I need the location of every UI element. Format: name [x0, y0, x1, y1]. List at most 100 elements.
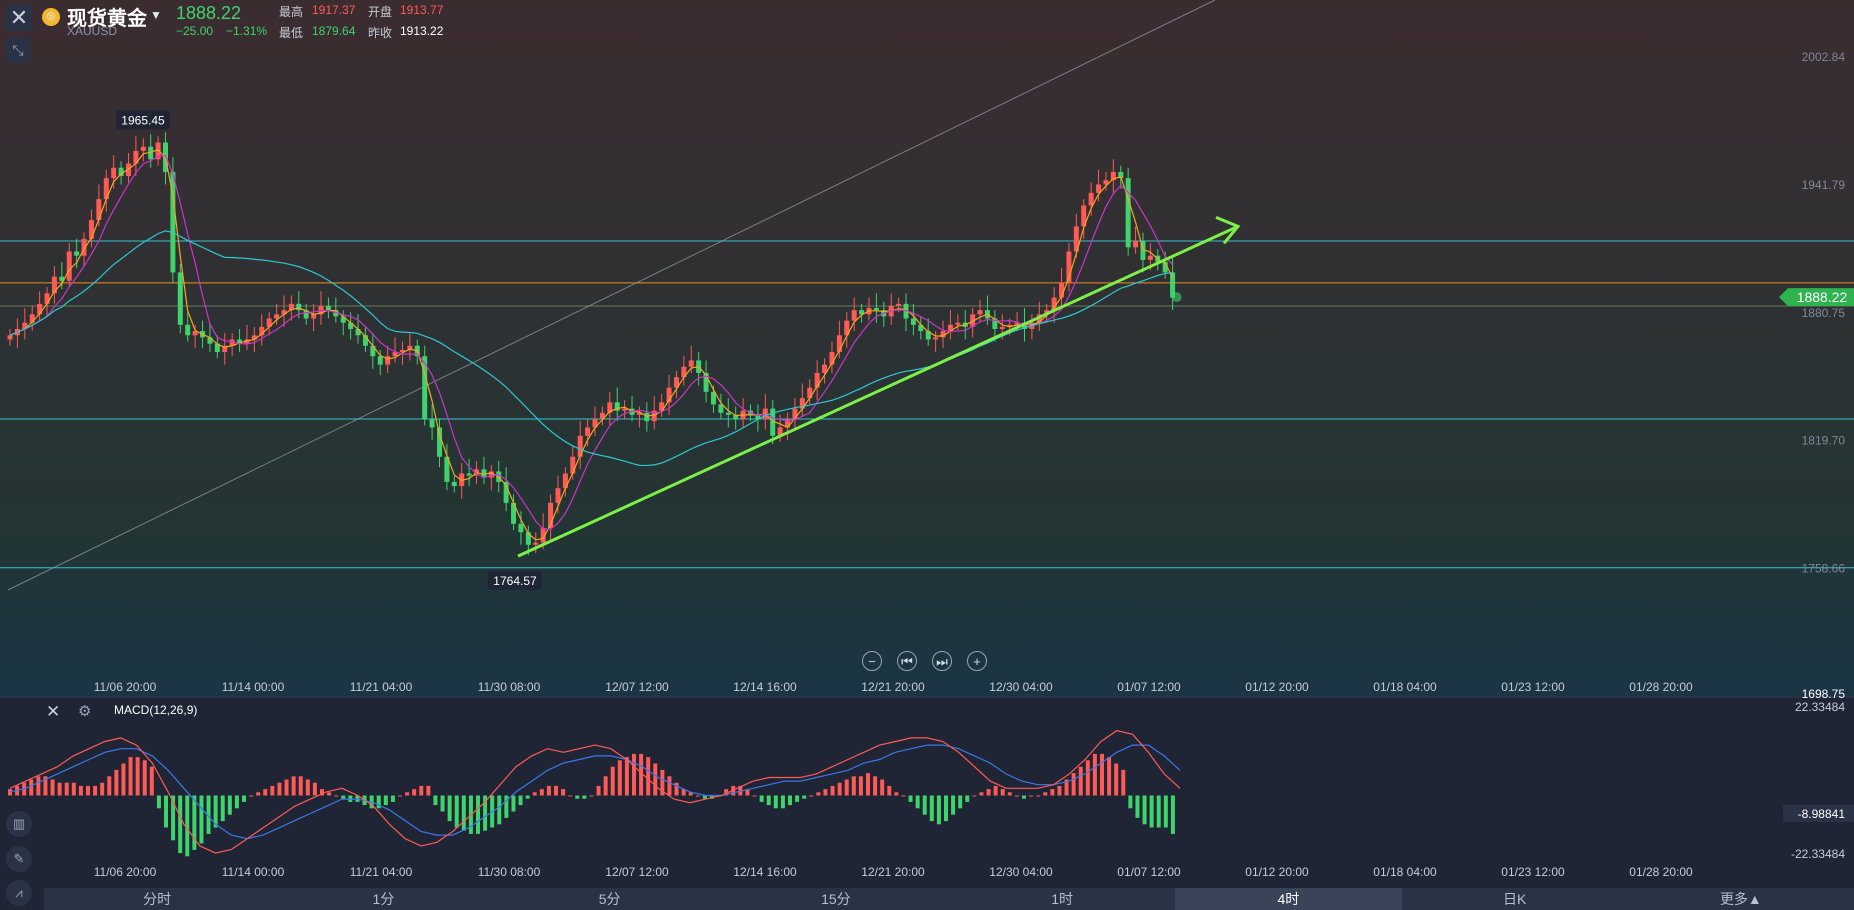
macd-histogram-bar	[589, 795, 594, 797]
x-tick-label: 12/30 04:00	[989, 680, 1053, 694]
candle-body	[7, 335, 13, 340]
macd-histogram-bar	[1050, 789, 1055, 796]
macd-histogram-bar	[497, 795, 502, 825]
macd-histogram-bar	[86, 785, 90, 796]
macd-histogram-bar	[1078, 766, 1083, 796]
macd-histogram-bar	[433, 795, 438, 806]
macd-histogram-bar	[965, 795, 970, 802]
macd-histogram-bar	[667, 776, 672, 796]
macd-current-tag	[1783, 805, 1854, 822]
macd-histogram-bar	[972, 795, 977, 797]
macd-histogram-bar	[1029, 795, 1034, 797]
candle-body	[792, 408, 798, 420]
macd-histogram-bar	[681, 789, 686, 796]
candle-body	[1066, 251, 1072, 283]
tab-1hour[interactable]: 1时	[1051, 891, 1074, 907]
macd-x-tick-label: 11/30 08:00	[478, 865, 541, 879]
macd-histogram-bar	[327, 792, 332, 796]
indicator-icon[interactable]: ⩘	[6, 880, 32, 906]
macd-histogram-bar	[142, 760, 147, 796]
candle-body	[725, 412, 731, 415]
macd-histogram-bar	[873, 776, 878, 796]
candle-body	[947, 324, 953, 332]
high-label: 最高	[279, 5, 304, 19]
zoom-out-button[interactable]: −	[862, 651, 882, 671]
tab-timeshare[interactable]: 分时	[143, 891, 172, 907]
macd-histogram-bar	[561, 789, 566, 796]
candle-body	[614, 402, 620, 411]
tab-daily[interactable]: 日K	[1502, 891, 1527, 907]
zoom-icon[interactable]: ⤡	[6, 38, 30, 62]
tab-1min[interactable]: 1分	[372, 891, 395, 907]
macd-histogram-bar	[958, 795, 963, 809]
candle-icon[interactable]: ▥	[6, 811, 32, 837]
candle-body	[392, 352, 398, 357]
macd-histogram-bar	[809, 795, 814, 797]
candle-body	[673, 377, 679, 388]
macd-histogram-bar	[249, 795, 254, 797]
macd-histogram-bar	[582, 795, 587, 799]
high-annotation-label: 1965.45	[121, 113, 165, 127]
macd-histogram-bar	[1092, 753, 1097, 796]
candle-body	[688, 360, 694, 367]
gear-icon[interactable]: ⚙	[78, 703, 92, 720]
macd-close-icon[interactable]: ✕	[46, 702, 61, 721]
macd-x-tick-label: 11/14 00:00	[222, 865, 285, 879]
candle-body	[925, 331, 931, 340]
macd-histogram-bar	[518, 795, 523, 806]
candle-body	[207, 337, 213, 344]
main-chart-background	[0, 0, 1854, 697]
tab-5min[interactable]: 5分	[598, 891, 621, 907]
macd-histogram-bar	[78, 785, 83, 796]
candle-body	[555, 488, 561, 503]
candle-body	[873, 308, 879, 311]
price-change-percent: −1.31%	[226, 24, 268, 38]
macd-histogram-bar	[277, 782, 282, 796]
low-annotation-label: 1764.57	[493, 574, 537, 588]
candle-body	[229, 339, 235, 346]
candle-body	[977, 310, 983, 315]
macd-histogram-bar	[802, 795, 807, 799]
pencil-icon[interactable]: ✎	[6, 846, 32, 872]
tab-more[interactable]: 更多▲	[1719, 891, 1762, 907]
macd-histogram-bar	[979, 792, 984, 796]
last-price-dot	[1171, 292, 1182, 303]
candle-body	[636, 412, 642, 415]
candle-body	[237, 339, 243, 344]
candle-body	[999, 326, 1005, 329]
macd-histogram-bar	[951, 795, 956, 815]
macd-histogram-bar	[816, 792, 821, 796]
macd-histogram-bar	[922, 795, 927, 815]
macd-histogram-bar	[504, 795, 509, 818]
quote-header: ✕ ◎ 现货黄金 ▼ XAUUSD 1888.22 −25.00 −1.31% …	[0, 0, 1854, 40]
tab-4hour[interactable]: 4时	[1175, 888, 1402, 910]
candle-body	[51, 276, 57, 294]
macd-histogram-bar	[674, 782, 679, 796]
high-annotation-box	[116, 110, 170, 130]
candle-body	[548, 502, 554, 528]
caret-down-icon[interactable]: ▼	[150, 8, 162, 22]
macd-histogram-bar	[149, 766, 154, 796]
macd-histogram-bar	[263, 789, 268, 796]
candle-body	[333, 310, 339, 317]
macd-histogram-bar	[610, 766, 615, 796]
candle-body	[1073, 226, 1079, 252]
macd-histogram-bar	[50, 779, 55, 796]
scroll-end-button[interactable]: ⏭	[932, 651, 952, 671]
instrument-name[interactable]: 现货黄金	[67, 8, 147, 30]
macd-histogram-bar	[1128, 795, 1133, 809]
tab-15min[interactable]: 15分	[821, 891, 851, 907]
close-icon[interactable]: ✕	[6, 5, 32, 31]
price-change: −25.00	[176, 24, 214, 38]
macd-histogram-bar	[1043, 792, 1048, 796]
scroll-start-button[interactable]: ⏮	[897, 651, 917, 671]
macd-histogram-bar	[71, 782, 76, 796]
last-price-tag	[1779, 288, 1854, 307]
candle-body	[1096, 184, 1102, 193]
candle-body	[1125, 178, 1131, 248]
macd-x-tick-label: 01/28 20:00	[1629, 865, 1693, 879]
x-tick-label: 11/06 20:00	[94, 680, 157, 694]
zoom-in-button[interactable]: +	[967, 651, 987, 671]
candle-body	[436, 427, 442, 457]
